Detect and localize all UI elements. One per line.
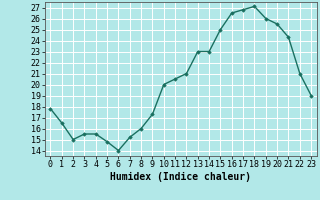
X-axis label: Humidex (Indice chaleur): Humidex (Indice chaleur) [110, 172, 251, 182]
